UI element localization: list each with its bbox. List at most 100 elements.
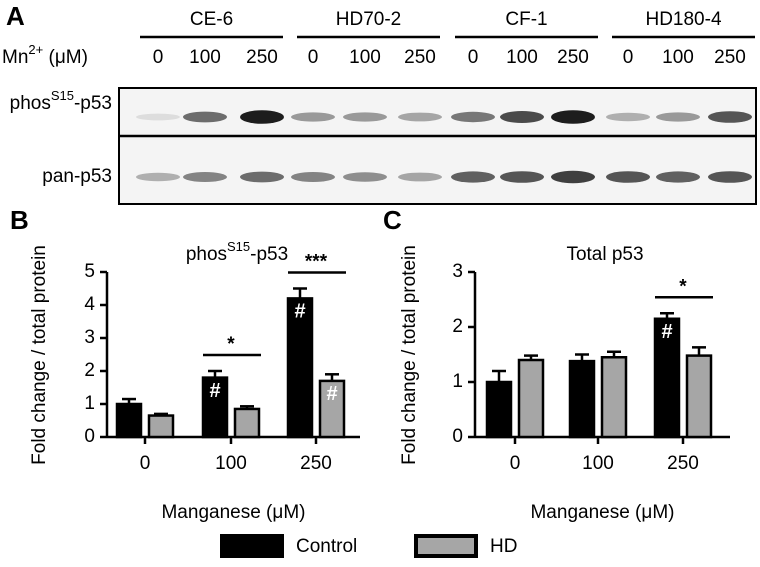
row-label: pan-p53 <box>42 166 112 187</box>
bar <box>517 358 545 439</box>
chart-title-part: Total p53 <box>566 244 643 265</box>
band <box>398 112 442 122</box>
bar <box>600 356 628 439</box>
row-label-sup: S15 <box>51 88 74 103</box>
dose-label: 100 <box>662 47 694 68</box>
bar-annotation: # <box>661 321 672 343</box>
significance-label: *** <box>305 252 328 273</box>
bar <box>568 359 596 439</box>
x-tick-label: 100 <box>582 453 614 474</box>
x-tick-label: 100 <box>215 453 247 474</box>
y-tick-label: 1 <box>452 371 463 392</box>
band <box>551 170 595 184</box>
panel-letter: B <box>10 205 29 235</box>
chart-title-sup: S15 <box>227 239 250 254</box>
band <box>398 172 442 182</box>
dose-label: 0 <box>308 47 319 68</box>
dose-label: 0 <box>153 47 164 68</box>
dose-label: 250 <box>246 47 278 68</box>
chart-title-part: phos <box>186 244 227 265</box>
band <box>136 113 180 121</box>
band <box>606 171 650 183</box>
band <box>183 111 227 123</box>
group-label: CE-6 <box>190 9 233 30</box>
x-tick-label: 0 <box>140 453 151 474</box>
dose-label: 250 <box>557 47 589 68</box>
x-tick-label: 250 <box>667 453 699 474</box>
band <box>708 111 752 123</box>
band <box>343 172 387 182</box>
bar <box>233 407 261 439</box>
bar <box>115 402 143 439</box>
dose-label: 250 <box>714 47 746 68</box>
band <box>606 112 650 122</box>
row-label-part: -p53 <box>74 93 112 114</box>
bar <box>485 380 513 439</box>
y-tick-label: 2 <box>452 316 463 337</box>
y-tick-label: 3 <box>84 327 95 348</box>
dose-label: 0 <box>468 47 479 68</box>
significance-label: * <box>227 334 235 355</box>
bar <box>201 376 229 439</box>
band <box>708 171 752 183</box>
bar <box>318 379 346 439</box>
blot-frame <box>118 87 757 205</box>
chart-title-part: -p53 <box>250 244 288 265</box>
dose-label: 250 <box>404 47 436 68</box>
bar <box>147 414 175 439</box>
dose-axis-label-sup: 2+ <box>28 42 43 57</box>
y-tick-label: 0 <box>452 426 463 447</box>
group-label: HD180-4 <box>645 9 721 30</box>
band <box>183 172 227 182</box>
dose-label: 100 <box>349 47 381 68</box>
band <box>656 171 700 183</box>
y-axis-label: Fold change / total protein <box>29 245 50 465</box>
dose-label: 100 <box>189 47 221 68</box>
bar-annotation: # <box>209 380 220 402</box>
row-label: phosS15-p53 <box>10 88 112 114</box>
dose-axis-label: Mn2+ (μM) <box>2 42 88 68</box>
y-tick-label: 3 <box>452 261 463 282</box>
band <box>343 112 387 122</box>
band <box>656 112 700 122</box>
band <box>291 112 335 122</box>
legend-label: Control <box>296 536 357 557</box>
band <box>451 111 495 123</box>
bar <box>286 297 314 439</box>
band <box>500 171 544 183</box>
dose-label: 0 <box>623 47 634 68</box>
legend-label: HD <box>490 536 517 557</box>
band <box>500 111 544 123</box>
chart-title: Total p53 <box>566 244 643 265</box>
bar <box>685 354 713 439</box>
y-tick-label: 2 <box>84 360 95 381</box>
bar-annotation: # <box>294 301 305 323</box>
band <box>451 171 495 183</box>
dose-label: 100 <box>506 47 538 68</box>
x-tick-label: 0 <box>510 453 521 474</box>
row-label-part: phos <box>10 93 51 114</box>
legend-swatch <box>414 534 478 558</box>
x-tick-label: 250 <box>300 453 332 474</box>
row-label-part: pan-p53 <box>42 166 112 187</box>
group-label: CF-1 <box>505 9 547 30</box>
group-label: HD70-2 <box>336 9 401 30</box>
dose-axis-label-part: Mn <box>2 47 28 68</box>
band <box>240 110 284 124</box>
y-axis-label: Fold change / total protein <box>399 245 420 465</box>
band <box>136 172 180 182</box>
panel-letter: C <box>383 205 402 235</box>
band <box>240 171 284 183</box>
bar <box>653 317 681 439</box>
dose-axis-label-part: (μM) <box>43 47 88 68</box>
band <box>291 172 335 182</box>
x-axis-label: Manganese (μM) <box>161 502 305 523</box>
y-tick-label: 1 <box>84 393 95 414</box>
bar-annotation: # <box>326 383 337 405</box>
x-axis-label: Manganese (μM) <box>530 502 674 523</box>
y-tick-label: 5 <box>84 261 95 282</box>
band <box>551 110 595 124</box>
legend-swatch <box>220 534 284 558</box>
y-tick-label: 0 <box>84 426 95 447</box>
